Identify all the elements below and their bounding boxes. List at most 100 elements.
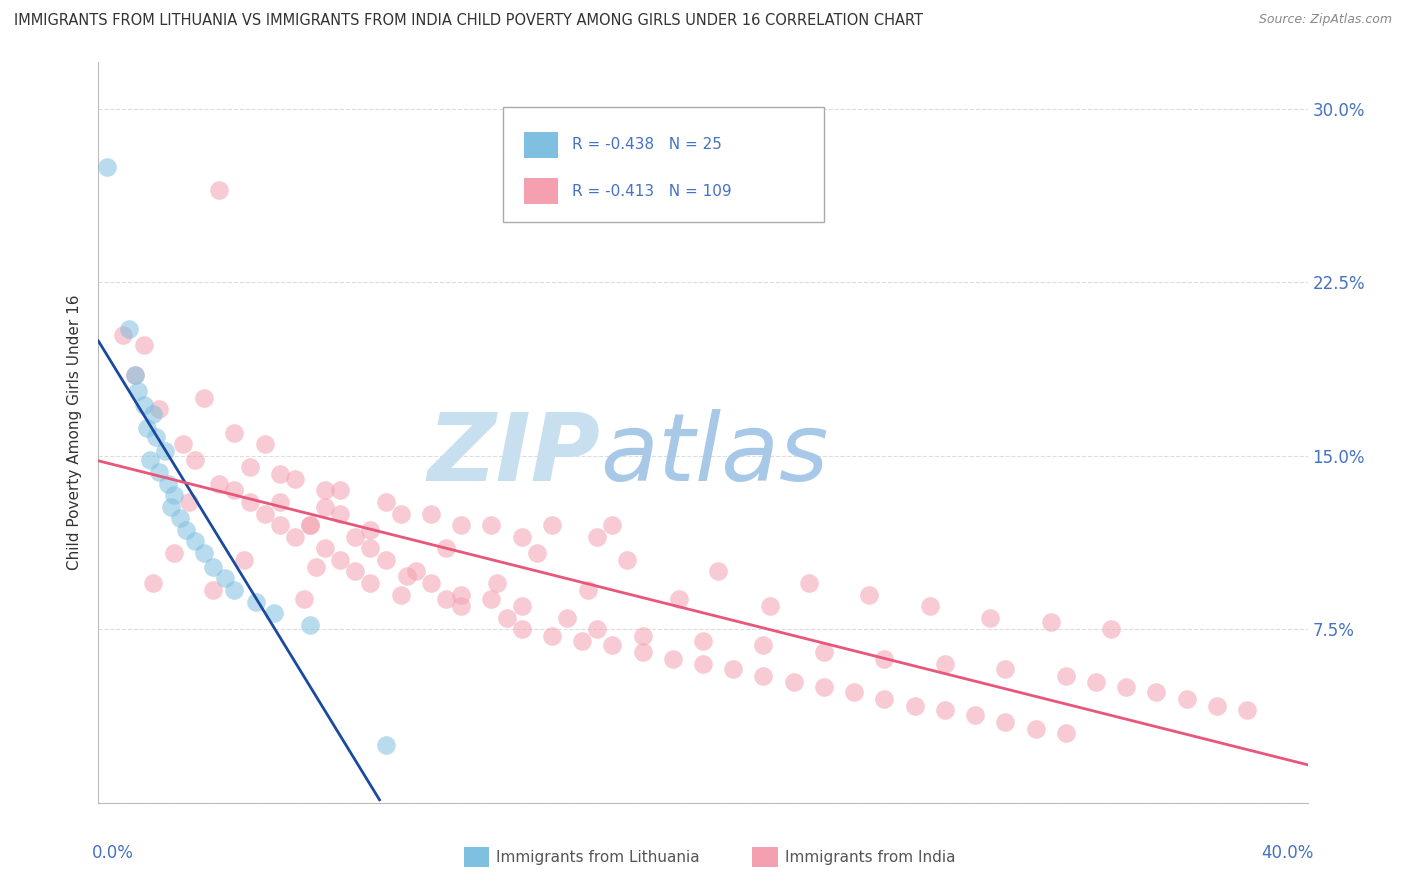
Point <box>184 453 207 467</box>
Point <box>163 488 186 502</box>
Point <box>184 534 207 549</box>
Point <box>124 368 146 382</box>
Point <box>540 629 562 643</box>
Point <box>797 576 820 591</box>
Point <box>752 668 775 682</box>
Point <box>576 582 599 597</box>
Text: atlas: atlas <box>600 409 828 500</box>
Point <box>994 662 1017 676</box>
Point <box>586 622 609 636</box>
Point <box>135 421 157 435</box>
Point <box>450 588 472 602</box>
Point <box>934 657 956 671</box>
Point <box>389 588 412 602</box>
Point <box>1099 622 1122 636</box>
Point <box>1024 722 1046 736</box>
Point <box>132 398 155 412</box>
Point <box>631 645 654 659</box>
Point <box>329 507 352 521</box>
Point <box>723 662 745 676</box>
Text: R = -0.438   N = 25: R = -0.438 N = 25 <box>572 137 723 153</box>
Point <box>299 518 322 533</box>
Point <box>1206 698 1229 713</box>
Point <box>374 553 396 567</box>
Point <box>284 472 307 486</box>
Point <box>813 680 835 694</box>
Point <box>269 518 291 533</box>
Point <box>918 599 941 614</box>
Point <box>450 518 472 533</box>
Point <box>434 592 457 607</box>
Point <box>450 599 472 614</box>
Bar <box>524 132 558 158</box>
Text: Source: ZipAtlas.com: Source: ZipAtlas.com <box>1258 13 1392 27</box>
Point <box>253 437 276 451</box>
Point <box>269 467 291 482</box>
Text: ZIP: ZIP <box>427 409 600 500</box>
Point <box>160 500 183 514</box>
Point <box>555 610 578 624</box>
Text: R = -0.413   N = 109: R = -0.413 N = 109 <box>572 184 733 199</box>
Point <box>965 707 987 722</box>
Point <box>174 523 197 537</box>
Point <box>253 507 276 521</box>
Point <box>111 328 134 343</box>
Point <box>299 518 322 533</box>
Point <box>486 576 509 591</box>
Point <box>344 565 367 579</box>
Point <box>1085 675 1108 690</box>
Point <box>904 698 927 713</box>
Point <box>510 530 533 544</box>
Point <box>668 592 690 607</box>
Point <box>783 675 806 690</box>
Point <box>1236 703 1258 717</box>
Point <box>405 565 427 579</box>
Point <box>374 495 396 509</box>
Point <box>344 530 367 544</box>
Point <box>374 738 396 752</box>
Point <box>858 588 880 602</box>
Point <box>1039 615 1062 630</box>
Point <box>239 495 262 509</box>
Point <box>844 685 866 699</box>
Point <box>495 610 517 624</box>
Text: 40.0%: 40.0% <box>1261 844 1313 862</box>
Point <box>148 465 170 479</box>
Point <box>284 530 307 544</box>
Point <box>145 430 167 444</box>
Point <box>96 160 118 174</box>
Point <box>1146 685 1168 699</box>
Point <box>124 368 146 382</box>
Point <box>269 495 291 509</box>
Point <box>292 592 315 607</box>
Point <box>193 546 215 560</box>
Point <box>208 476 231 491</box>
Point <box>540 518 562 533</box>
Text: 0.0%: 0.0% <box>93 844 134 862</box>
Point <box>156 476 179 491</box>
Point <box>193 391 215 405</box>
Point <box>602 518 624 533</box>
Point <box>360 523 382 537</box>
Point <box>510 622 533 636</box>
FancyBboxPatch shape <box>503 107 824 221</box>
Point <box>172 437 194 451</box>
Point <box>239 460 262 475</box>
Point <box>232 553 254 567</box>
Point <box>813 645 835 659</box>
Point <box>586 530 609 544</box>
Point <box>224 483 246 498</box>
Point <box>169 511 191 525</box>
Point <box>510 599 533 614</box>
Text: Immigrants from Lithuania: Immigrants from Lithuania <box>496 850 700 864</box>
Point <box>1175 691 1198 706</box>
Point <box>873 652 896 666</box>
Point <box>481 592 503 607</box>
Point <box>132 337 155 351</box>
Point <box>1054 726 1077 740</box>
Point <box>314 500 336 514</box>
Point <box>263 606 285 620</box>
Point <box>163 546 186 560</box>
Point <box>305 559 328 574</box>
Point <box>360 541 382 556</box>
